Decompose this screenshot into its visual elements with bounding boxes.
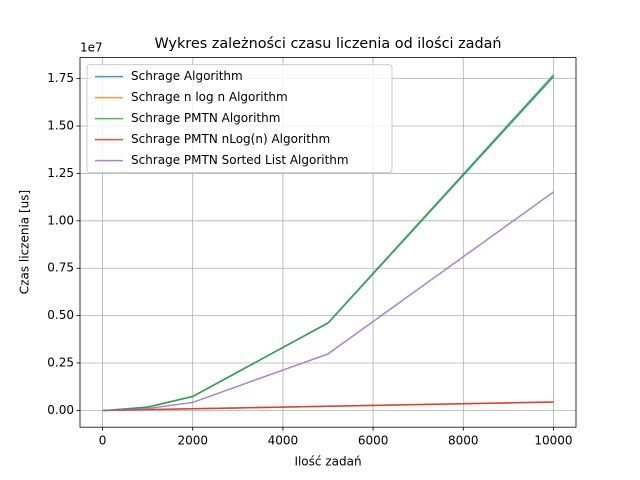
- y-tick-label: 1.75: [47, 71, 74, 85]
- x-tick-label: 2000: [177, 434, 208, 448]
- x-tick-label: 4000: [268, 434, 299, 448]
- x-tick-label: 10000: [534, 434, 572, 448]
- x-axis-label: Ilość zadań: [294, 455, 361, 469]
- y-tick-label: 0.75: [47, 261, 74, 275]
- y-tick-label: 1.25: [47, 166, 74, 180]
- series-line: [102, 401, 554, 412]
- y-tick-label: 1.50: [47, 119, 74, 133]
- plot-frame: [79, 57, 577, 428]
- y-tick-label: 0.00: [47, 403, 74, 417]
- x-tick-label: 6000: [358, 434, 389, 448]
- y-tick-label: 1.00: [47, 213, 74, 227]
- legend-label: Schrage n log n Algorithm: [131, 90, 288, 104]
- series-line: [102, 191, 554, 412]
- y-axis-label: Czas liczenia [us]: [18, 190, 32, 294]
- legend-label: Schrage PMTN Algorithm: [131, 111, 280, 125]
- x-tick-label: 8000: [448, 434, 479, 448]
- legend-label: Schrage PMTN Sorted List Algorithm: [131, 153, 349, 167]
- x-tick-label: 0: [99, 434, 107, 448]
- chart-title: Wykres zależności czasu liczenia od iloś…: [154, 36, 501, 52]
- legend-box: [86, 64, 393, 174]
- legend-label: Schrage PMTN nLog(n) Algorithm: [131, 132, 330, 146]
- legend-label: Schrage Algorithm: [131, 69, 243, 83]
- offset-text: 1e7: [80, 41, 103, 55]
- y-tick-label: 0.25: [47, 356, 74, 370]
- y-tick-label: 0.50: [47, 308, 74, 322]
- legend: Schrage Algorithm Schrage n log n Algorit…: [86, 64, 393, 174]
